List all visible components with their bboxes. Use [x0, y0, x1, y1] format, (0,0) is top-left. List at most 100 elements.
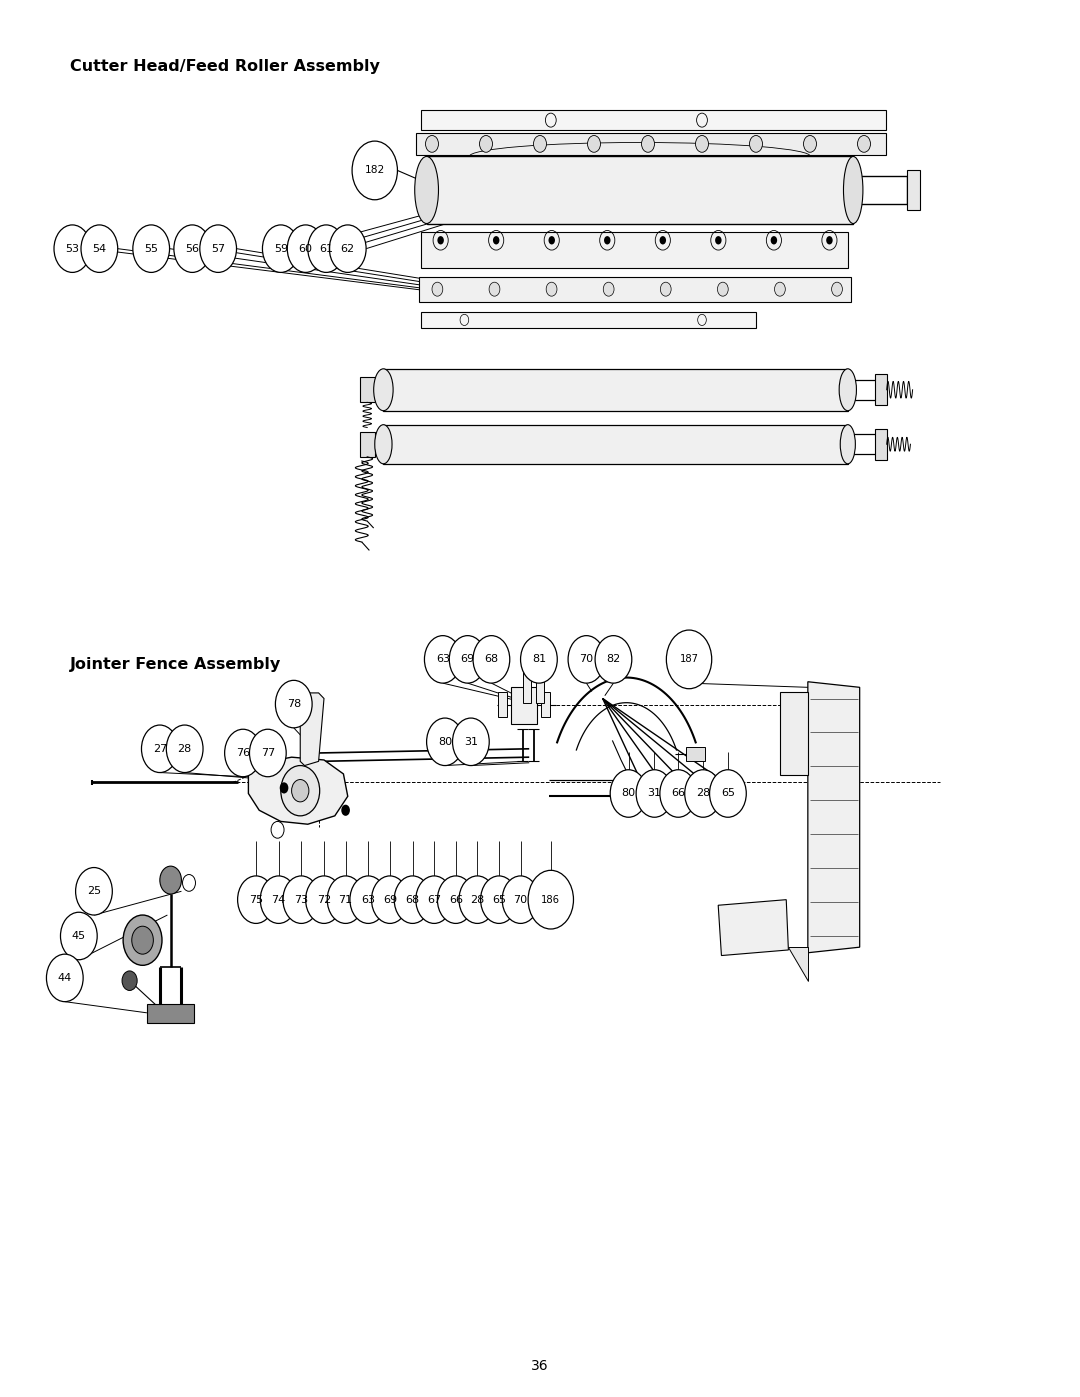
Text: 55: 55 [145, 243, 158, 254]
Circle shape [46, 954, 83, 1002]
Text: 82: 82 [606, 654, 621, 665]
Polygon shape [808, 682, 860, 953]
Circle shape [715, 236, 721, 244]
Ellipse shape [375, 425, 392, 464]
Circle shape [141, 725, 178, 773]
Circle shape [437, 876, 474, 923]
Text: 186: 186 [541, 894, 561, 905]
Text: 66: 66 [672, 788, 685, 799]
Circle shape [771, 236, 778, 244]
Circle shape [660, 770, 697, 817]
Ellipse shape [839, 369, 856, 411]
Text: 72: 72 [316, 894, 332, 905]
Circle shape [280, 782, 288, 793]
Circle shape [568, 636, 605, 683]
Circle shape [481, 876, 517, 923]
Text: 69: 69 [382, 894, 397, 905]
Circle shape [76, 868, 112, 915]
Circle shape [432, 282, 443, 296]
Text: 65: 65 [721, 788, 734, 799]
Bar [427, 156, 853, 224]
Circle shape [449, 636, 486, 683]
Text: 27: 27 [152, 743, 167, 754]
Circle shape [459, 876, 496, 923]
Bar [511, 687, 537, 724]
Text: 67: 67 [427, 894, 442, 905]
Circle shape [54, 225, 91, 272]
Circle shape [473, 636, 510, 683]
Circle shape [424, 636, 461, 683]
Circle shape [352, 141, 397, 200]
Circle shape [685, 770, 721, 817]
Circle shape [426, 136, 438, 152]
Text: 81: 81 [531, 654, 546, 665]
Circle shape [427, 718, 463, 766]
Text: 80: 80 [621, 788, 636, 799]
Circle shape [660, 236, 666, 244]
Circle shape [804, 136, 816, 152]
Text: 78: 78 [286, 698, 301, 710]
Bar [383, 369, 848, 411]
Circle shape [696, 136, 708, 152]
Circle shape [283, 876, 320, 923]
Text: 63: 63 [436, 654, 449, 665]
Circle shape [534, 136, 546, 152]
Circle shape [200, 225, 237, 272]
Circle shape [306, 876, 342, 923]
Bar [421, 312, 756, 328]
Text: Cutter Head/Feed Roller Assembly: Cutter Head/Feed Roller Assembly [70, 59, 380, 74]
Circle shape [826, 236, 833, 244]
Text: 187: 187 [679, 654, 699, 665]
Bar [360, 377, 375, 402]
Circle shape [238, 876, 274, 923]
Circle shape [546, 282, 557, 296]
Bar [541, 692, 550, 717]
Text: 28: 28 [470, 894, 485, 905]
Text: 31: 31 [648, 788, 661, 799]
Polygon shape [718, 900, 788, 956]
Text: 74: 74 [271, 894, 286, 905]
Text: 59: 59 [273, 243, 288, 254]
Circle shape [225, 729, 261, 777]
Circle shape [350, 876, 387, 923]
Text: Jointer Fence Assembly: Jointer Fence Assembly [70, 657, 282, 672]
Text: 73: 73 [294, 894, 309, 905]
Text: 182: 182 [365, 165, 384, 176]
Circle shape [341, 805, 350, 816]
Text: 70: 70 [579, 654, 594, 665]
Circle shape [308, 225, 345, 272]
Circle shape [858, 136, 870, 152]
Text: 31: 31 [464, 736, 477, 747]
Bar [875, 374, 887, 405]
Bar [498, 692, 507, 717]
Circle shape [660, 282, 671, 296]
Bar [686, 747, 705, 761]
Circle shape [122, 971, 137, 990]
Bar [419, 277, 851, 302]
Bar [421, 232, 848, 268]
Text: 45: 45 [71, 930, 86, 942]
Bar [780, 692, 808, 775]
Text: 25: 25 [86, 886, 102, 897]
Ellipse shape [415, 156, 438, 224]
Circle shape [133, 225, 170, 272]
Circle shape [604, 236, 610, 244]
Text: 63: 63 [362, 894, 375, 905]
Circle shape [394, 876, 431, 923]
Ellipse shape [840, 425, 855, 464]
Circle shape [610, 770, 647, 817]
Circle shape [750, 136, 762, 152]
Bar [907, 170, 920, 210]
Text: 68: 68 [484, 654, 499, 665]
Circle shape [528, 870, 573, 929]
Text: 54: 54 [92, 243, 107, 254]
Polygon shape [300, 693, 324, 766]
Text: 36: 36 [531, 1359, 549, 1373]
Circle shape [166, 725, 203, 773]
Text: 57: 57 [211, 243, 226, 254]
Circle shape [281, 766, 320, 816]
Circle shape [666, 630, 712, 689]
Circle shape [287, 225, 324, 272]
Bar [383, 425, 848, 464]
Circle shape [636, 770, 673, 817]
